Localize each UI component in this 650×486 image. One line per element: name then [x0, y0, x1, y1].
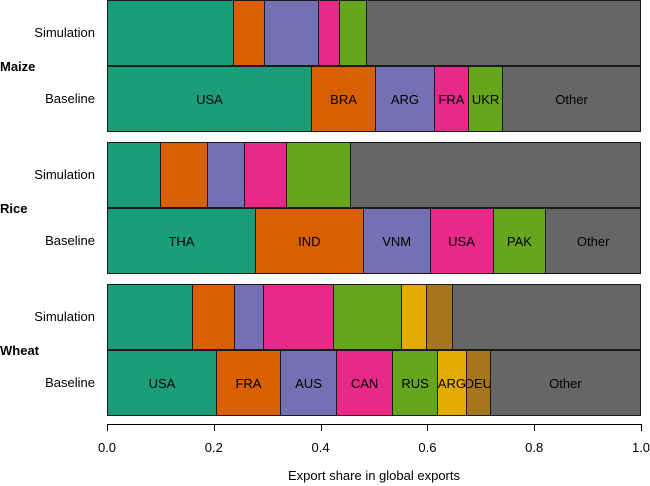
x-tick — [641, 424, 642, 431]
segment-label: USA — [448, 233, 475, 249]
x-axis-line — [107, 424, 641, 425]
bar-segment-fra: FRA — [215, 350, 280, 416]
rice-simulation-bar — [107, 142, 641, 208]
bar-segment-usa: USA — [429, 208, 493, 274]
row-label-baseline: Baseline — [45, 374, 95, 390]
x-tick-label: 0.0 — [97, 440, 117, 455]
x-axis-label: Export share in global exports — [288, 468, 460, 483]
segment-label: VNM — [382, 233, 412, 249]
x-tick — [321, 424, 322, 431]
bar-segment-ind: IND — [254, 208, 363, 274]
bar-segment-fra — [317, 0, 339, 66]
segment-label: FRA — [235, 375, 262, 391]
bar-segment-pak — [285, 142, 350, 208]
bar-segment-fra — [191, 284, 235, 350]
segment-label: UKR — [471, 91, 500, 107]
x-tick — [534, 424, 535, 431]
x-tick — [427, 424, 428, 431]
row-label-simulation: Simulation — [34, 166, 95, 182]
segment-label: Other — [549, 375, 582, 391]
bar-segment-other: Other — [489, 350, 641, 416]
bar-segment-ukr: UKR — [467, 66, 503, 132]
bar-segment-rus: RUS — [392, 350, 437, 416]
bar-segment-usa — [107, 284, 192, 350]
segment-label: BRA — [330, 91, 357, 107]
segment-label: ARG — [437, 375, 466, 391]
bar-segment-usa: USA — [107, 66, 311, 132]
bar-segment-bra: BRA — [310, 66, 376, 132]
segment-label: Other — [576, 233, 610, 249]
x-tick-label: 0.8 — [525, 440, 544, 455]
crop-label-rice: Rice — [0, 201, 28, 216]
bar-segment-usa — [243, 142, 286, 208]
segment-label: IND — [298, 233, 321, 249]
bar-segment-other — [451, 284, 641, 350]
bar-segment-tha: THA — [107, 208, 255, 274]
maize-baseline-bar: USA BRA ARG FRA UKR Other — [107, 66, 641, 132]
bar-segment-can: CAN — [336, 350, 393, 416]
segment-label: CAN — [350, 375, 379, 391]
x-tick-label: 0.4 — [311, 440, 330, 455]
bar-segment-other — [365, 0, 641, 66]
crop-label-maize: Maize — [0, 59, 36, 74]
x-tick — [214, 424, 215, 431]
maize-simulation-bar — [107, 0, 641, 66]
segment-label: RUS — [401, 375, 429, 391]
bar-segment-fra: FRA — [433, 66, 468, 132]
segment-label: USA — [148, 375, 176, 391]
bar-segment-tha — [107, 142, 160, 208]
bar-segment-ukr — [338, 0, 366, 66]
row-label-baseline: Baseline — [45, 232, 95, 248]
segment-label: THA — [168, 233, 195, 249]
segment-label: PAK — [506, 233, 532, 249]
row-label-simulation: Simulation — [34, 24, 95, 40]
crop-label-wheat: Wheat — [0, 343, 39, 358]
bar-segment-pak: PAK — [492, 208, 546, 274]
wheat-simulation-bar — [107, 284, 641, 350]
segment-label: AUS — [295, 375, 322, 391]
x-tick-label: 0.6 — [418, 440, 437, 455]
bar-segment-can — [262, 284, 333, 350]
row-label-baseline: Baseline — [45, 90, 95, 106]
segment-label: USA — [196, 91, 223, 107]
bar-segment-deu — [425, 284, 452, 350]
bar-segment-bra — [233, 0, 264, 66]
bar-segment-other: Other — [502, 66, 641, 132]
segment-label: FRA — [438, 91, 465, 107]
x-tick — [107, 424, 108, 431]
bar-segment-aus — [234, 284, 263, 350]
wheat-baseline-bar: USA FRA AUS CAN RUS ARG DEU Other — [107, 350, 641, 416]
rice-baseline-bar: THA IND VNM USA PAK Other — [107, 208, 641, 274]
bar-segment-usa: USA — [107, 350, 216, 416]
bar-segment-other: Other — [545, 208, 641, 274]
bar-segment-ind — [159, 142, 207, 208]
bar-segment-arg — [400, 284, 426, 350]
bar-segment-arg — [263, 0, 318, 66]
bar-segment-rus — [332, 284, 401, 350]
bar-segment-vnm — [206, 142, 244, 208]
bar-segment-other — [349, 142, 641, 208]
bar-segment-aus: AUS — [280, 350, 337, 416]
x-tick-label: 0.2 — [204, 440, 223, 455]
bar-segment-vnm: VNM — [362, 208, 430, 274]
bar-segment-arg: ARG — [436, 350, 466, 416]
bar-segment-arg: ARG — [375, 66, 434, 132]
bar-segment-deu: DEU — [464, 350, 493, 416]
segment-label: DEU — [464, 375, 493, 391]
bar-segment-usa — [107, 0, 234, 66]
x-tick-label: 1.0 — [631, 440, 650, 455]
row-label-simulation: Simulation — [34, 308, 95, 324]
segment-label: Other — [555, 91, 588, 107]
segment-label: ARG — [390, 91, 420, 107]
